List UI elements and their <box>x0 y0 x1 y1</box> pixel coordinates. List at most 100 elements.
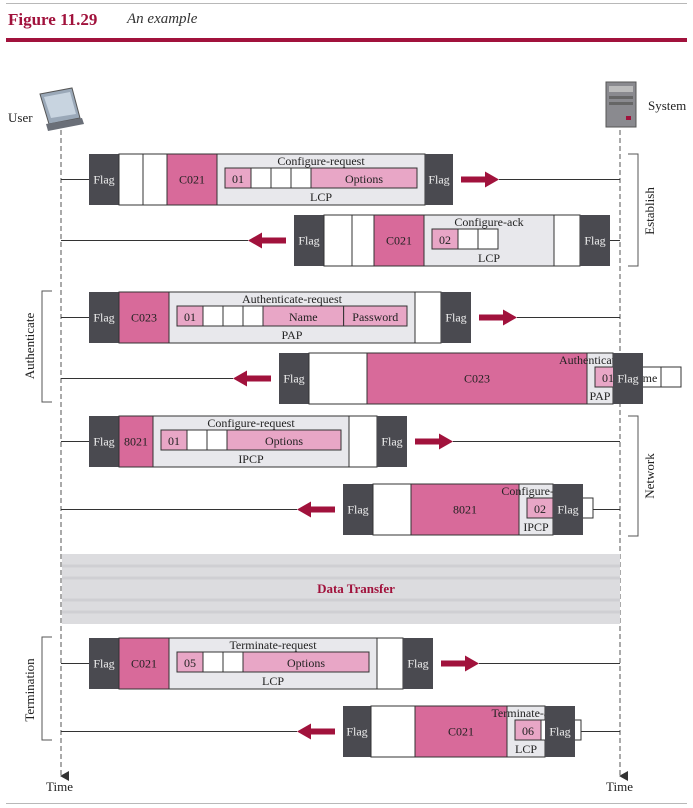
flag-field <box>613 353 643 404</box>
arrow-left-icon <box>233 370 247 387</box>
message-name: Terminate-ack <box>491 706 560 720</box>
flag-label: Flag <box>557 503 578 517</box>
header-field <box>308 352 368 405</box>
header-field <box>414 291 442 344</box>
protocol-name: PAP <box>590 389 611 403</box>
arrow-right-icon <box>465 655 479 672</box>
protocol-field <box>366 352 588 405</box>
protocol-name: LCP <box>478 251 500 265</box>
data-field-label: Name <box>289 310 318 324</box>
ppp-frame: Flag C021 Configure-request LCP 01 Options Fla… <box>61 153 620 206</box>
header-field <box>323 214 353 267</box>
flag-field <box>403 638 433 689</box>
data-field-label: Options <box>287 656 325 670</box>
arrow-left-icon <box>297 723 311 740</box>
figure-header: Figure 11.29 An example <box>0 0 693 44</box>
ppp-frame: Flag C021 Configure-ack LCP 02 Flag <box>61 214 620 267</box>
header-accent-rule <box>6 38 687 42</box>
flag-label: Flag <box>93 657 114 671</box>
flag-field <box>580 215 610 266</box>
protocol-value: C021 <box>448 725 474 739</box>
message-name: Configure-request <box>277 154 365 168</box>
footer-rule <box>6 803 687 804</box>
data-transfer-band: Data Transfer <box>62 554 620 624</box>
packet-header-cell <box>290 167 312 189</box>
protocol-name: LCP <box>262 674 284 688</box>
packet-header-cell <box>250 167 272 189</box>
flag-label: Flag <box>93 311 114 325</box>
flag-field <box>343 484 373 535</box>
message-name: Configure-ack <box>454 215 523 229</box>
packet-header-cell <box>270 167 292 189</box>
header-field <box>142 153 168 206</box>
authenticate-label: Authenticate <box>22 313 37 380</box>
message-name: Authenticate-request <box>242 292 343 306</box>
flag-field <box>425 154 453 205</box>
ppp-frame: Flag C021 Terminate-request LCP 05 Options Fla… <box>61 637 620 690</box>
message-name: Configure-request <box>207 416 295 430</box>
packet-header-cell <box>457 228 479 250</box>
ppp-frame: Flag C023 Authenticate-request PAP 01 Name Pas… <box>61 291 620 344</box>
arrow-shaft <box>260 237 286 244</box>
message-name: Terminate-request <box>229 638 317 652</box>
flag-field <box>279 353 309 404</box>
network-bracket <box>628 415 639 537</box>
network-label: Network <box>642 453 657 499</box>
data-field <box>226 429 342 451</box>
flag-label: Flag <box>407 657 428 671</box>
termination-bracket <box>41 636 52 741</box>
protocol-field <box>373 214 425 267</box>
arrow-shaft <box>415 438 441 445</box>
flag-label: Flag <box>445 311 466 325</box>
packet-header-cell <box>202 305 224 327</box>
protocol-value: C021 <box>179 173 205 187</box>
flag-label: Flag <box>283 372 304 386</box>
flag-label: Flag <box>298 234 319 248</box>
flag-field <box>377 416 407 467</box>
flag-field <box>89 638 119 689</box>
arrow-right-icon <box>485 171 499 188</box>
header-field <box>348 415 378 468</box>
header-field <box>376 637 404 690</box>
arrow-shaft <box>441 660 467 667</box>
flag-label: Flag <box>549 725 570 739</box>
protocol-name: IPCP <box>238 452 264 466</box>
protocol-value: 8021 <box>124 435 148 449</box>
protocol-name: IPCP <box>523 520 549 534</box>
ppp-frame: Flag C021 Terminate-ack LCP 06 Flag <box>61 705 620 758</box>
protocol-field <box>166 153 218 206</box>
flag-label: Flag <box>428 173 449 187</box>
header-field <box>553 214 581 267</box>
protocol-value: 8021 <box>453 503 477 517</box>
data-transfer-label: Data Transfer <box>317 581 395 596</box>
ppp-frame: Flag 8021 Configure-request IPCP 01 Options Fl… <box>61 415 620 468</box>
protocol-name: LCP <box>515 742 537 756</box>
packet-header-cell <box>242 305 264 327</box>
packet-header-cell <box>206 429 228 451</box>
arrow-shaft <box>309 728 335 735</box>
code-value: 06 <box>522 724 534 738</box>
time-label-right: Time <box>606 779 633 794</box>
arrow-shaft <box>309 506 335 513</box>
flag-label: Flag <box>93 173 114 187</box>
packet-header-cell <box>222 305 244 327</box>
arrow-left-icon <box>248 232 262 249</box>
protocol-name: PAP <box>282 328 303 342</box>
arrow-shaft <box>479 314 505 321</box>
establish-label: Establish <box>642 187 657 235</box>
data-field-label: Options <box>265 434 303 448</box>
flag-field <box>441 292 471 343</box>
data-field <box>310 167 418 189</box>
flag-label: Flag <box>584 234 605 248</box>
time-label-left: Time <box>46 779 73 794</box>
code-value: 05 <box>184 656 196 670</box>
header-field <box>372 483 412 536</box>
flag-label: Flag <box>93 435 114 449</box>
termination-label: Termination <box>22 658 37 722</box>
establish-bracket <box>628 153 639 267</box>
code-value: 02 <box>534 502 546 516</box>
protocol-field <box>410 483 520 536</box>
